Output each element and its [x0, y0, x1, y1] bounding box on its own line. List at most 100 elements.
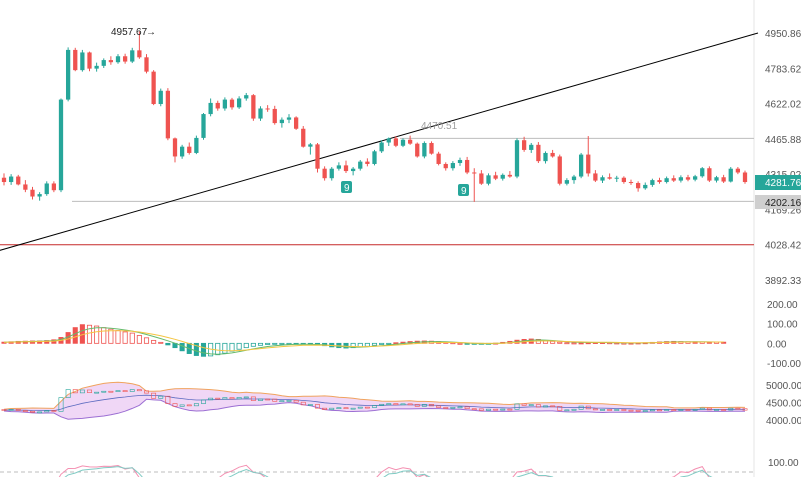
candle-body [65, 49, 71, 100]
band-mini-candle [250, 396, 256, 401]
macd-histogram-bar [136, 335, 142, 344]
macd-signal-line [3, 330, 724, 352]
band-mini-candle [621, 409, 627, 411]
band-mini-candle [443, 407, 449, 409]
macd-histogram-bar [151, 339, 157, 344]
candle-body [1, 177, 7, 183]
macd-histogram-bar [386, 342, 392, 345]
candle-body [578, 154, 584, 177]
candle-body [543, 152, 548, 162]
band-mini-candle [514, 403, 520, 410]
band-mini-candle [51, 410, 57, 412]
candle-body [137, 50, 142, 58]
band-mini-candle [101, 390, 107, 393]
candle-body [30, 189, 35, 197]
band-mini-candle [243, 396, 249, 399]
band-mini-candle [436, 405, 442, 408]
band-mini-candle [364, 406, 370, 409]
macd-histogram-bar [243, 342, 249, 349]
band-mini-candle [714, 409, 719, 411]
macd-tick-label: 100.00 [767, 320, 798, 331]
candle-body [336, 165, 342, 169]
band-mini-candle [685, 409, 691, 411]
band-mini-candle [293, 400, 299, 403]
candle-body [215, 102, 220, 109]
band-mini-candle [300, 401, 306, 406]
band-mini-candle [286, 400, 292, 402]
price-tick-label: 4622.02 [765, 100, 801, 111]
price-tick-label: 4169.26 [765, 205, 801, 216]
band-mini-candle [265, 398, 271, 401]
candle-body [422, 142, 427, 157]
candle-body [550, 152, 555, 157]
candle-body [308, 144, 313, 147]
band-mini-candle [229, 397, 235, 400]
candle-body [600, 177, 605, 181]
band-mini-candle [193, 403, 199, 407]
macd-histogram-bar [215, 342, 221, 356]
candle-body [393, 138, 399, 146]
macd-pane [1, 324, 727, 357]
band-mini-candle [571, 409, 577, 411]
macd-histogram-bar [236, 342, 242, 350]
candle-body [643, 184, 648, 189]
candle-body [486, 175, 491, 184]
last-price-tag [755, 175, 801, 190]
macd-histogram-bar [108, 328, 114, 344]
band-mini-candle [664, 409, 670, 411]
band-mini-candle [129, 389, 135, 392]
macd-histogram-bar [115, 330, 121, 344]
band-mini-candle [186, 404, 192, 407]
candle-body [158, 90, 163, 105]
band-mini-candle [400, 403, 406, 406]
candle-body [229, 99, 235, 108]
candle-body [514, 140, 520, 177]
band-mini-candle [671, 409, 677, 411]
marker-badge-1[interactable] [341, 181, 352, 193]
band-mini-candle [144, 390, 149, 394]
macd-histogram-bar [571, 342, 577, 345]
band-mini-candle [15, 409, 21, 411]
band-lower-line [3, 398, 746, 420]
macd-histogram-bar [193, 342, 199, 356]
candle-body [707, 168, 712, 181]
band-mini-candle [272, 398, 278, 402]
candle-body [80, 52, 85, 71]
marker-badge-2[interactable] [458, 184, 469, 196]
candle-body [144, 57, 149, 72]
candle-body [721, 177, 726, 182]
trend-line [0, 32, 759, 251]
band-mini-candle [471, 408, 477, 411]
macd-histogram-bar [129, 332, 135, 344]
macd-histogram-bar [550, 340, 556, 344]
candle-body [322, 168, 327, 179]
candle-body [208, 102, 213, 115]
macd-histogram-bar [364, 342, 370, 347]
candle-body [329, 168, 334, 179]
candle-body [735, 168, 741, 173]
candle-body [51, 183, 57, 191]
candle-body [621, 177, 627, 183]
candlesticks [1, 31, 748, 202]
candle-body [628, 182, 634, 184]
last-price-value: 4281.76 [765, 178, 801, 189]
candle-body [343, 165, 349, 172]
band-mini-candle [379, 403, 385, 406]
candle-body [372, 151, 377, 164]
band-mini-candle [543, 405, 548, 408]
band-mini-candle [8, 409, 14, 411]
price-tick-label: 4950.86 [765, 29, 801, 40]
candle-body [415, 143, 420, 157]
band-mini-candle [393, 403, 399, 406]
band-mini-candle [151, 392, 157, 399]
band-mini-candle [215, 397, 221, 400]
band-mini-candle [614, 409, 620, 411]
candle-body [450, 163, 456, 169]
price-axis: 4950.864783.624622.024465.884315.024169.… [765, 29, 801, 469]
band-mini-candle [87, 389, 92, 393]
band-mini-candle [372, 405, 377, 408]
candle-body [87, 52, 92, 69]
peak-price-label: 4957.67 [111, 27, 148, 38]
candle-body [130, 50, 135, 62]
